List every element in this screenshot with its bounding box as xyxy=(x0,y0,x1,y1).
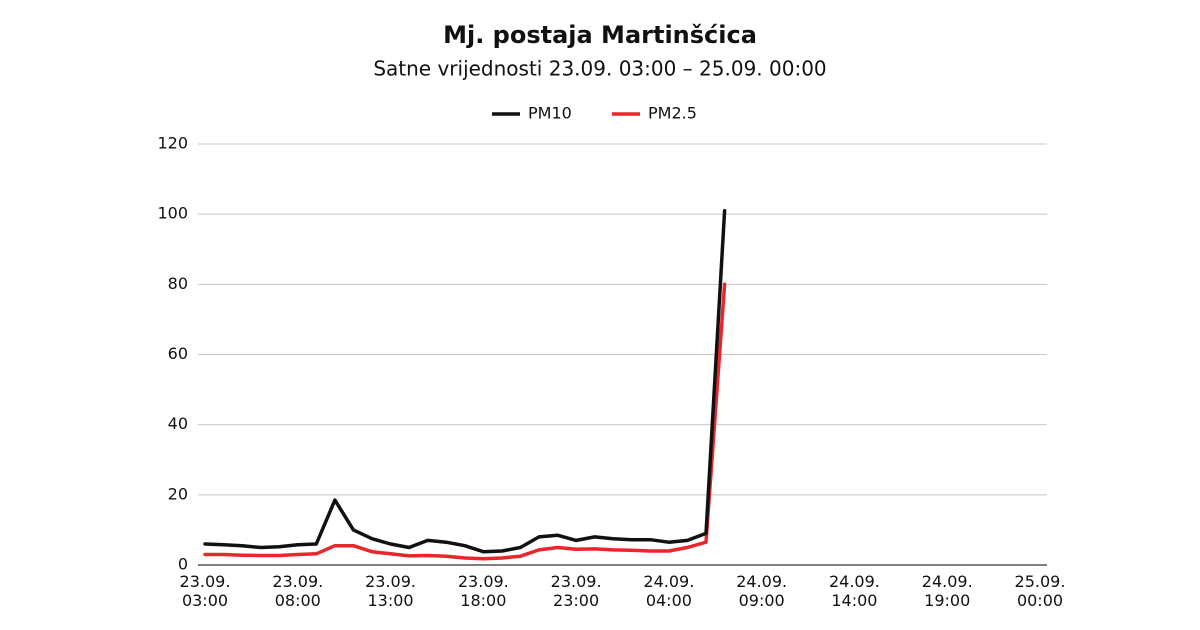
x-tick-label: 23.09. 18:00 xyxy=(457,572,509,610)
x-tick-label: 24.09. 09:00 xyxy=(736,572,788,610)
x-tick-label: 24.09. 04:00 xyxy=(643,572,695,610)
x-tick-label: 25.09. 00:00 xyxy=(1014,572,1066,610)
x-tick-label: 24.09. 14:00 xyxy=(828,572,880,610)
y-tick-label: 60 xyxy=(168,344,188,363)
y-tick-label: 0 xyxy=(178,555,188,574)
x-tick-label: 23.09. 23:00 xyxy=(550,572,602,610)
x-tick-label: 23.09. 13:00 xyxy=(365,572,416,610)
x-tick-label: 23.09. 08:00 xyxy=(272,572,324,610)
x-tick-label: 24.09. 19:00 xyxy=(921,572,973,610)
chart-subtitle: Satne vrijednosti 23.09. 03:00 – 25.09. … xyxy=(373,57,826,81)
data-line xyxy=(203,208,727,554)
y-tick-label: 40 xyxy=(168,414,188,433)
y-tick-label: 20 xyxy=(168,484,188,503)
legend-label: PM10 xyxy=(528,104,572,123)
y-tick-label: 120 xyxy=(157,134,188,153)
y-tick-label: 80 xyxy=(168,274,188,293)
chart-title: Mj. postaja Martinšćica xyxy=(443,21,757,49)
data-line xyxy=(203,282,727,561)
x-tick-label: 23.09. 03:00 xyxy=(179,572,231,610)
y-tick-label: 100 xyxy=(157,204,188,223)
legend-label: PM2.5 xyxy=(648,104,697,123)
